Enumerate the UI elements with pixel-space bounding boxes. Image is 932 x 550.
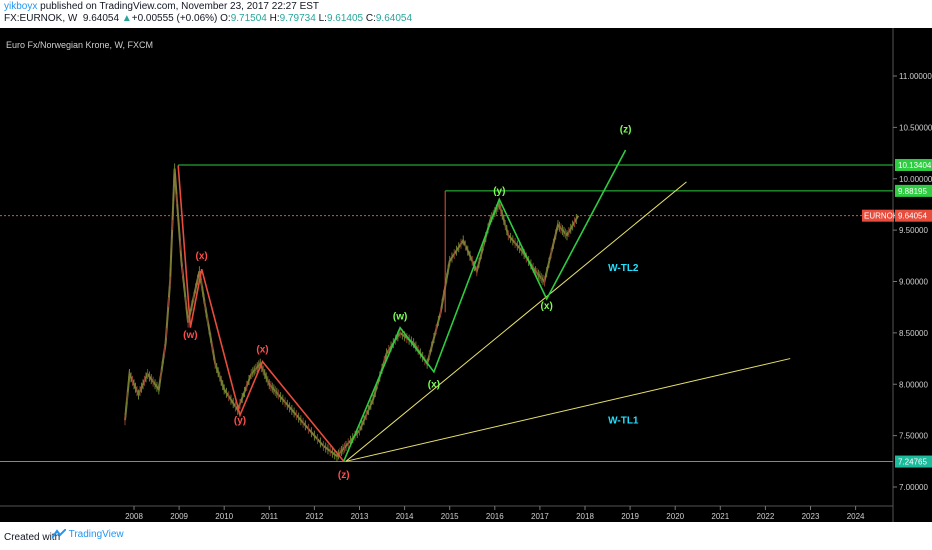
high-value: 9.79734 bbox=[279, 13, 316, 24]
open-label: O: bbox=[220, 13, 231, 24]
price-box-label: 7.24765 bbox=[898, 458, 927, 467]
x-tick-label: 2016 bbox=[486, 512, 504, 521]
x-tick-label: 2014 bbox=[396, 512, 414, 521]
created-with-label: Created with bbox=[4, 532, 61, 543]
open-value: 9.71504 bbox=[230, 13, 267, 24]
wave-label: (y) bbox=[493, 186, 505, 197]
symbol-price-label: EURNOK bbox=[864, 212, 899, 221]
x-tick-label: 2010 bbox=[215, 512, 233, 521]
price-change: +0.00555 (+0.06%) bbox=[131, 13, 218, 24]
x-tick-label: 2012 bbox=[306, 512, 324, 521]
wave-label: (x) bbox=[428, 379, 440, 390]
brand-label: TradingView bbox=[68, 529, 124, 540]
trendline-labels: W-TL2 W-TL1 bbox=[608, 263, 639, 426]
price-axis: 11.00000 10.50000 10.00000 9.50000 9.00000 8.… bbox=[893, 72, 932, 492]
price-box bbox=[895, 158, 932, 171]
ohlc-line: FX:EURNOK, W 9.64054 ▲+0.00555 (+0.06%) … bbox=[4, 13, 412, 24]
x-tick-label: 2011 bbox=[261, 512, 279, 521]
x-tick-label: 2008 bbox=[125, 512, 143, 521]
y-tick-label: 7.00000 bbox=[899, 483, 928, 492]
x-tick-label: 2013 bbox=[351, 512, 369, 521]
trendline-label: W-TL1 bbox=[608, 415, 639, 426]
price-box bbox=[895, 209, 932, 222]
footer: Created with TradingView bbox=[0, 524, 932, 550]
price-chart[interactable]: Euro Fx/Norwegian Krone, W, FXCM 11.0000… bbox=[0, 28, 932, 522]
close-value: 9.64054 bbox=[375, 13, 413, 24]
trendline-label: W-TL2 bbox=[608, 263, 639, 274]
drawing-overlays bbox=[0, 149, 893, 463]
author-link[interactable]: yikboyx bbox=[4, 1, 38, 12]
x-tick-label: 2022 bbox=[757, 512, 775, 521]
y-tick-label: 8.50000 bbox=[899, 329, 928, 338]
price-box-label: 10.13404 bbox=[898, 161, 932, 170]
price-box bbox=[895, 184, 932, 197]
tradingview-brand[interactable]: TradingView bbox=[51, 528, 124, 540]
y-tick-label: 10.00000 bbox=[899, 175, 932, 184]
time-axis: 2008 2009 2010 2011 2012 2013 2014 2015 2016 2017… bbox=[125, 506, 865, 521]
plot-background bbox=[0, 28, 932, 522]
symbol-price-box bbox=[862, 209, 894, 222]
price-box-label: 9.64054 bbox=[898, 212, 927, 221]
publish-info: published on TradingView.com, November 2… bbox=[37, 1, 320, 12]
chart-area[interactable]: Euro Fx/Norwegian Krone, W, FXCM 11.0000… bbox=[0, 28, 932, 522]
x-tick-label: 2019 bbox=[621, 512, 639, 521]
y-tick-label: 8.00000 bbox=[899, 380, 928, 389]
y-tick-label: 9.50000 bbox=[899, 226, 928, 235]
chart-title: Euro Fx/Norwegian Krone, W, FXCM bbox=[6, 40, 153, 50]
trendline-w-tl2 bbox=[345, 181, 687, 462]
wave-label: (w) bbox=[183, 330, 197, 341]
price-labels: 10.13404 9.88195 EURNOK 9.64054 7.24765 bbox=[862, 158, 932, 468]
tradingview-logo-icon bbox=[51, 528, 67, 539]
x-tick-label: 2023 bbox=[802, 512, 820, 521]
publish-header: yikboyx published on TradingView.com, No… bbox=[0, 0, 932, 26]
y-tick-label: 9.00000 bbox=[899, 278, 928, 287]
wave-label: (x) bbox=[541, 301, 553, 312]
x-tick-label: 2021 bbox=[711, 512, 729, 521]
wave-labels: (w) (x) (y) (x) (z) (w) (x) (y) (x) (z) bbox=[183, 125, 631, 481]
x-tick-label: 2015 bbox=[441, 512, 459, 521]
green-wave-path bbox=[342, 149, 627, 462]
red-wave-path bbox=[177, 165, 345, 462]
last-price: 9.64054 bbox=[82, 13, 120, 24]
low-label: L: bbox=[318, 13, 327, 24]
y-tick-label: 7.50000 bbox=[899, 432, 928, 441]
close-label: C: bbox=[365, 13, 376, 24]
x-tick-label: 2024 bbox=[847, 512, 865, 521]
wave-label: (y) bbox=[234, 415, 246, 426]
wave-label: (z) bbox=[620, 125, 632, 136]
low-value: 9.61405 bbox=[326, 13, 364, 24]
y-tick-label: 10.50000 bbox=[899, 123, 932, 132]
high-label: H: bbox=[269, 13, 280, 24]
price-box-label: 9.88195 bbox=[898, 187, 927, 196]
x-tick-label: 2018 bbox=[576, 512, 594, 521]
trendline-w-tl1 bbox=[345, 358, 791, 462]
wave-label: (x) bbox=[196, 251, 208, 262]
up-arrow-icon: ▲ bbox=[121, 13, 132, 24]
x-tick-label: 2017 bbox=[531, 512, 549, 521]
wave-label: (w) bbox=[393, 312, 407, 323]
wave-label: (z) bbox=[338, 470, 350, 481]
price-box bbox=[895, 455, 932, 468]
x-tick-label: 2020 bbox=[666, 512, 684, 521]
publish-line: yikboyx published on TradingView.com, No… bbox=[4, 1, 319, 12]
symbol-label: FX:EURNOK, W bbox=[4, 13, 78, 24]
x-tick-label: 2009 bbox=[170, 512, 188, 521]
y-tick-label: 11.00000 bbox=[899, 72, 932, 81]
wave-label: (x) bbox=[256, 344, 268, 355]
